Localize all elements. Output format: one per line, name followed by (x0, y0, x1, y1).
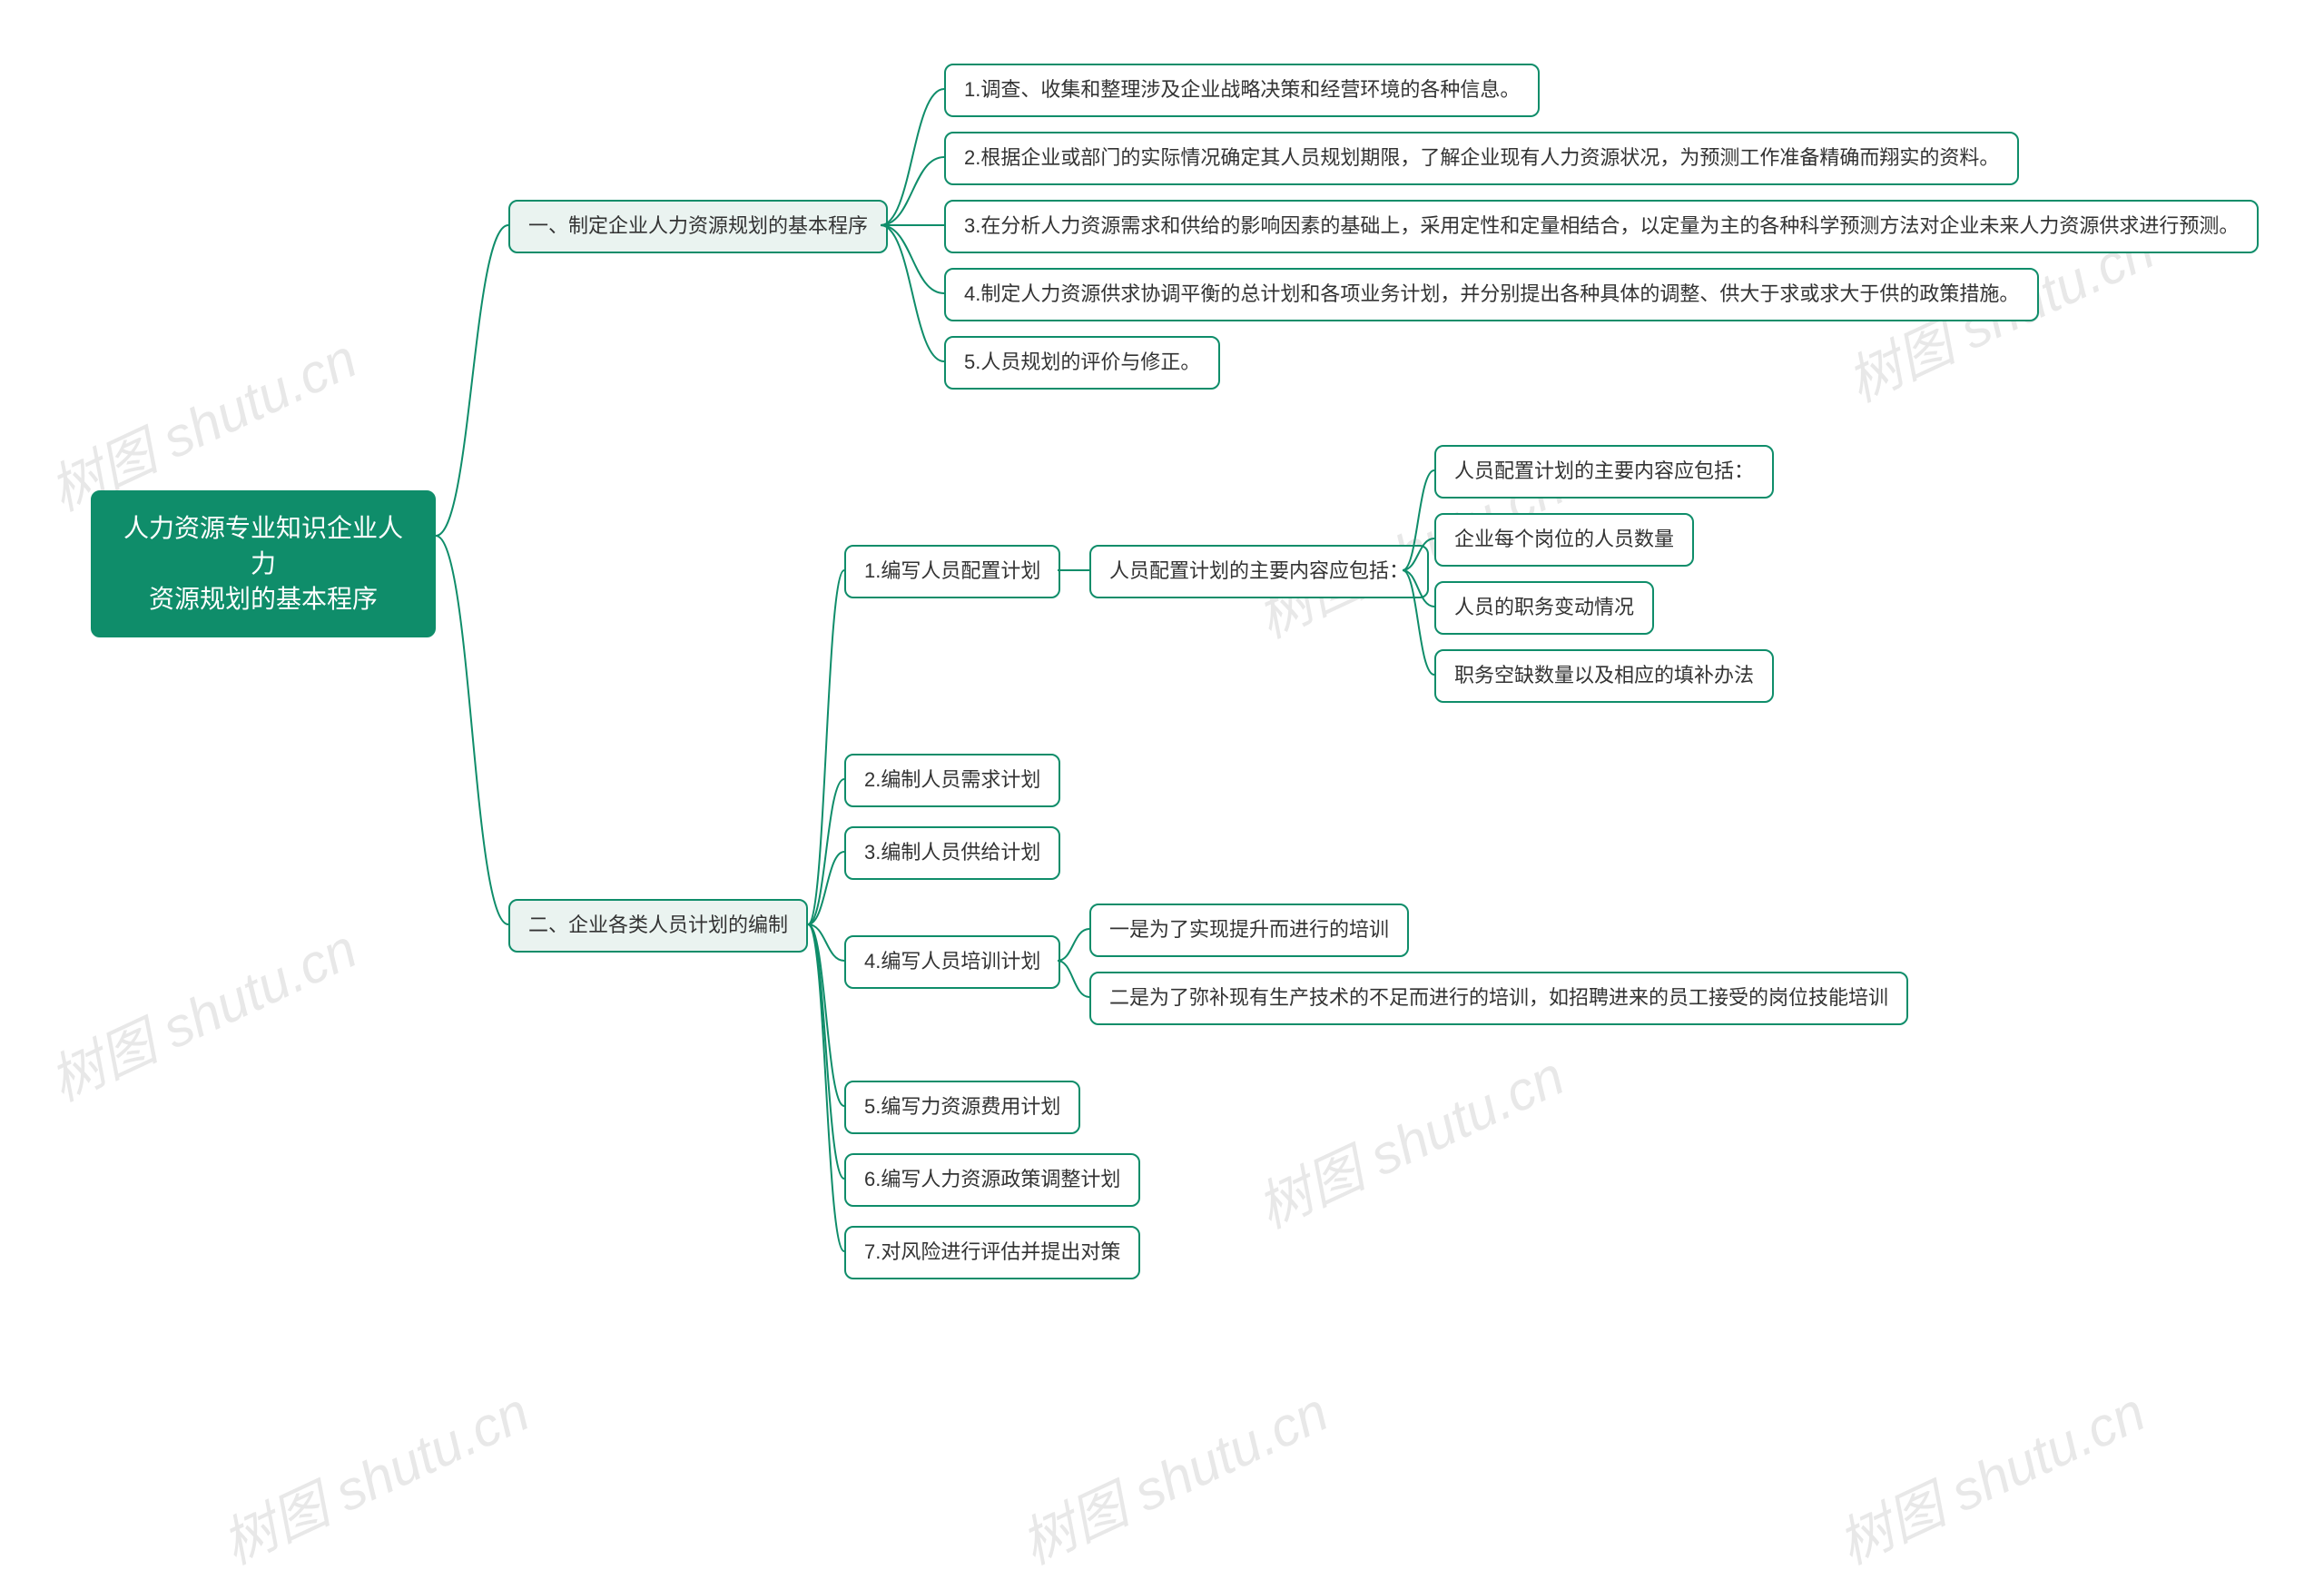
branch2-item-7: 7.对风险进行评估并提出对策 (844, 1226, 1140, 1279)
branch2-item1-sub-4: 职务空缺数量以及相应的填补办法 (1434, 649, 1774, 703)
branch2-item-3: 3.编制人员供给计划 (844, 826, 1060, 880)
branch-1: 一、制定企业人力资源规划的基本程序 (508, 200, 888, 253)
branch2-item1-sub-1: 人员配置计划的主要内容应包括： (1434, 445, 1774, 499)
branch1-item-5: 5.人员规划的评价与修正。 (944, 336, 1220, 390)
watermark: 树图 shutu.cn (208, 1368, 540, 1579)
branch2-item1-sub-3: 人员的职务变动情况 (1434, 581, 1654, 635)
branch2-item-6: 6.编写人力资源政策调整计划 (844, 1153, 1140, 1207)
branch2-item-5: 5.编写力资源费用计划 (844, 1081, 1080, 1134)
root-line1: 人力资源专业知识企业人力 (123, 514, 403, 578)
branch2-item4-sub-2: 二是为了弥补现有生产技术的不足而进行的培训，如招聘进来的员工接受的岗位技能培训 (1089, 972, 1908, 1025)
watermark: 树图 shutu.cn (35, 905, 368, 1116)
branch2-item1-sub: 人员配置计划的主要内容应包括： (1089, 545, 1429, 598)
root-node: 人力资源专业知识企业人力 资源规划的基本程序 (91, 490, 436, 637)
branch-2: 二、企业各类人员计划的编制 (508, 899, 808, 953)
root-line2: 资源规划的基本程序 (149, 585, 378, 613)
branch1-item-1: 1.调查、收集和整理涉及企业战略决策和经营环境的各种信息。 (944, 64, 1540, 117)
branch1-item-3: 3.在分析人力资源需求和供给的影响因素的基础上，采用定性和定量相结合，以定量为主… (944, 200, 2259, 253)
branch2-item-1: 1.编写人员配置计划 (844, 545, 1060, 598)
watermark: 树图 shutu.cn (1824, 1368, 2156, 1579)
branch2-item-2: 2.编制人员需求计划 (844, 754, 1060, 807)
branch2-item4-sub-1: 一是为了实现提升而进行的培训 (1089, 904, 1409, 957)
branch1-item-4: 4.制定人力资源供求协调平衡的总计划和各项业务计划，并分别提出各种具体的调整、供… (944, 268, 2039, 321)
watermark: 树图 shutu.cn (1243, 1032, 1575, 1243)
branch1-item-2: 2.根据企业或部门的实际情况确定其人员规划期限，了解企业现有人力资源状况，为预测… (944, 132, 2019, 185)
branch2-item-4: 4.编写人员培训计划 (844, 935, 1060, 989)
watermark: 树图 shutu.cn (1007, 1368, 1339, 1579)
branch2-item1-sub-2: 企业每个岗位的人员数量 (1434, 513, 1694, 567)
